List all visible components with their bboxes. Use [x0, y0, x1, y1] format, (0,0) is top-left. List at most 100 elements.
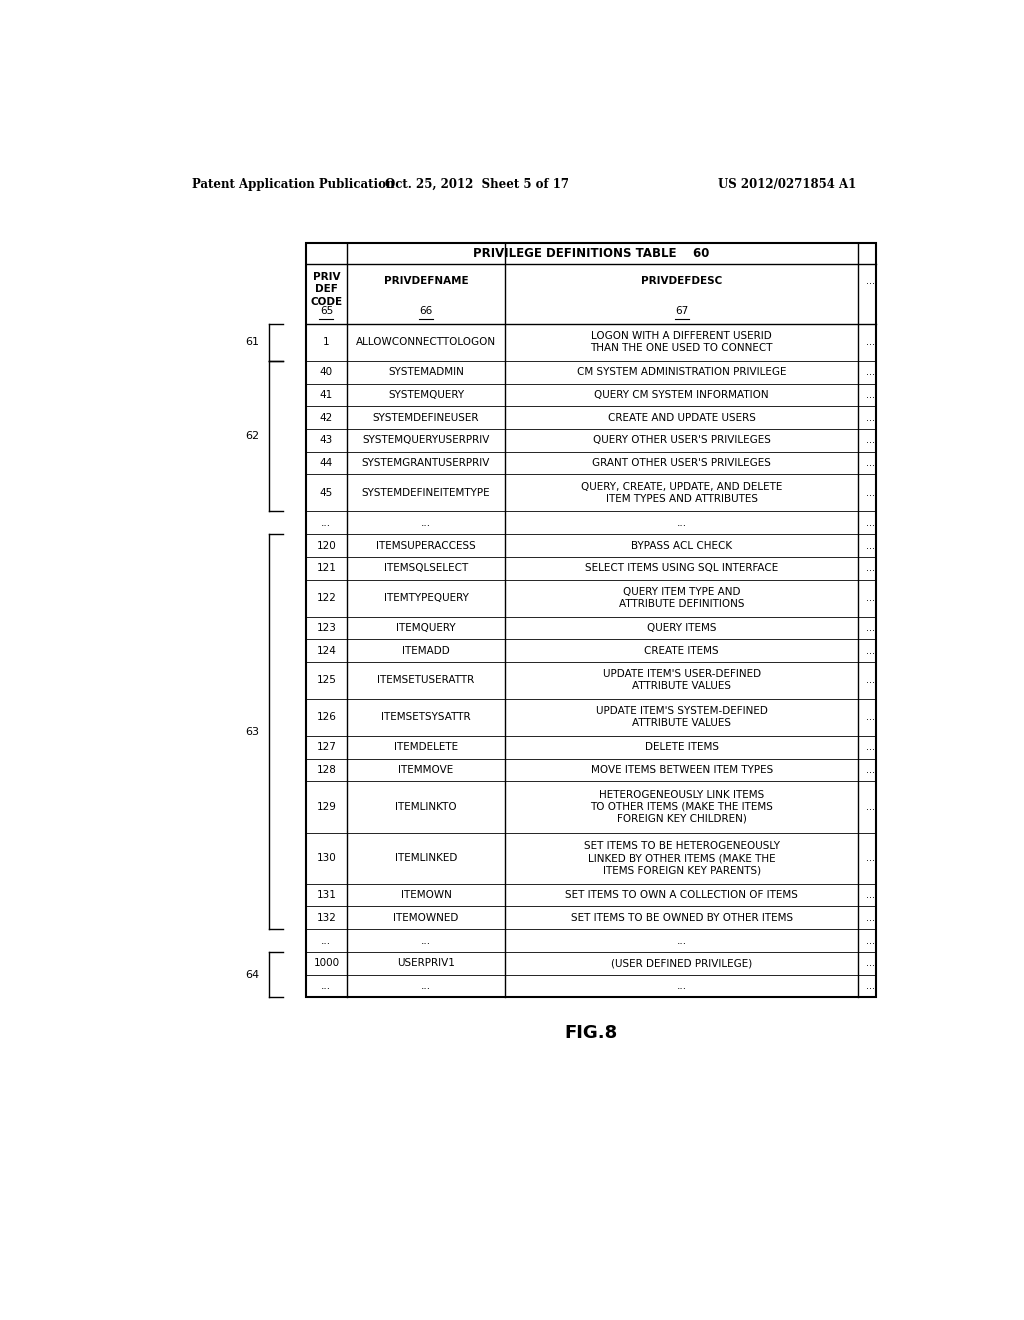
Text: ...: ... — [866, 540, 876, 550]
Text: ...: ... — [866, 803, 876, 812]
Text: 128: 128 — [316, 766, 336, 775]
Text: SET ITEMS TO BE HETEROGENEOUSLY
LINKED BY OTHER ITEMS (MAKE THE
ITEMS FOREIGN KE: SET ITEMS TO BE HETEROGENEOUSLY LINKED B… — [584, 841, 779, 875]
Text: ...: ... — [866, 488, 876, 498]
Text: 126: 126 — [316, 713, 336, 722]
Text: ...: ... — [866, 713, 876, 722]
Text: ...: ... — [866, 981, 876, 991]
Text: ITEMQUERY: ITEMQUERY — [396, 623, 456, 632]
Text: ...: ... — [866, 766, 876, 775]
Text: SYSTEMDEFINEUSER: SYSTEMDEFINEUSER — [373, 413, 479, 422]
Text: BYPASS ACL CHECK: BYPASS ACL CHECK — [631, 540, 732, 550]
Text: 62: 62 — [246, 432, 260, 441]
Text: 120: 120 — [316, 540, 336, 550]
Text: 67: 67 — [675, 306, 688, 315]
Text: ITEMOWN: ITEMOWN — [400, 890, 452, 900]
Text: 61: 61 — [246, 338, 260, 347]
Text: PRIVDEFDESC: PRIVDEFDESC — [641, 276, 722, 286]
Text: ITEMOWNED: ITEMOWNED — [393, 913, 459, 923]
Text: ITEMSUPERACCESS: ITEMSUPERACCESS — [376, 540, 476, 550]
Text: ...: ... — [866, 623, 876, 632]
Text: ...: ... — [866, 958, 876, 969]
Text: ...: ... — [322, 517, 332, 528]
Text: ...: ... — [322, 936, 332, 945]
Text: ...: ... — [866, 742, 876, 752]
Text: PRIVDEFNAME: PRIVDEFNAME — [384, 276, 468, 286]
Text: SELECT ITEMS USING SQL INTERFACE: SELECT ITEMS USING SQL INTERFACE — [585, 564, 778, 573]
Text: LOGON WITH A DIFFERENT USERID
THAN THE ONE USED TO CONNECT: LOGON WITH A DIFFERENT USERID THAN THE O… — [591, 331, 773, 354]
Text: QUERY, CREATE, UPDATE, AND DELETE
ITEM TYPES AND ATTRIBUTES: QUERY, CREATE, UPDATE, AND DELETE ITEM T… — [581, 482, 782, 504]
Text: 123: 123 — [316, 623, 336, 632]
Text: SYSTEMQUERY: SYSTEMQUERY — [388, 389, 464, 400]
Text: Oct. 25, 2012  Sheet 5 of 17: Oct. 25, 2012 Sheet 5 of 17 — [385, 178, 568, 190]
Text: 45: 45 — [319, 488, 333, 498]
Text: ITEMMOVE: ITEMMOVE — [398, 766, 454, 775]
Text: ...: ... — [866, 276, 876, 286]
Text: ...: ... — [866, 676, 876, 685]
Text: 1: 1 — [324, 338, 330, 347]
Text: ITEMTYPEQUERY: ITEMTYPEQUERY — [384, 593, 468, 603]
Text: 129: 129 — [316, 803, 336, 812]
Text: ...: ... — [866, 853, 876, 863]
Text: SYSTEMDEFINEITEMTYPE: SYSTEMDEFINEITEMTYPE — [361, 488, 490, 498]
Text: ...: ... — [866, 517, 876, 528]
Text: 42: 42 — [319, 413, 333, 422]
Text: 121: 121 — [316, 564, 336, 573]
Text: CM SYSTEM ADMINISTRATION PRIVILEGE: CM SYSTEM ADMINISTRATION PRIVILEGE — [577, 367, 786, 378]
Text: SET ITEMS TO BE OWNED BY OTHER ITEMS: SET ITEMS TO BE OWNED BY OTHER ITEMS — [570, 913, 793, 923]
Text: 131: 131 — [316, 890, 336, 900]
Text: CREATE ITEMS: CREATE ITEMS — [644, 645, 719, 656]
Text: ...: ... — [866, 913, 876, 923]
Text: DELETE ITEMS: DELETE ITEMS — [645, 742, 719, 752]
Text: 1000: 1000 — [313, 958, 340, 969]
Text: PRIV
DEF
CODE: PRIV DEF CODE — [310, 272, 342, 306]
Text: HETEROGENEOUSLY LINK ITEMS
TO OTHER ITEMS (MAKE THE ITEMS
FOREIGN KEY CHILDREN): HETEROGENEOUSLY LINK ITEMS TO OTHER ITEM… — [590, 789, 773, 824]
Text: ...: ... — [677, 981, 687, 991]
Text: UPDATE ITEM'S SYSTEM-DEFINED
ATTRIBUTE VALUES: UPDATE ITEM'S SYSTEM-DEFINED ATTRIBUTE V… — [596, 706, 768, 729]
Text: MOVE ITEMS BETWEEN ITEM TYPES: MOVE ITEMS BETWEEN ITEM TYPES — [591, 766, 773, 775]
Text: 124: 124 — [316, 645, 336, 656]
Text: ALLOWCONNECTTOLOGON: ALLOWCONNECTTOLOGON — [356, 338, 496, 347]
Text: ...: ... — [866, 458, 876, 469]
Text: ...: ... — [866, 413, 876, 422]
Text: ITEMSQLSELECT: ITEMSQLSELECT — [384, 564, 468, 573]
Text: ...: ... — [866, 436, 876, 445]
Text: 64: 64 — [246, 970, 260, 979]
Text: QUERY ITEMS: QUERY ITEMS — [647, 623, 717, 632]
Text: FIG.8: FIG.8 — [564, 1024, 617, 1043]
Text: 125: 125 — [316, 676, 336, 685]
Text: SYSTEMQUERYUSERPRIV: SYSTEMQUERYUSERPRIV — [362, 436, 489, 445]
Text: 66: 66 — [420, 306, 432, 315]
Text: ...: ... — [866, 890, 876, 900]
Text: ...: ... — [322, 981, 332, 991]
Text: 132: 132 — [316, 913, 336, 923]
Text: 130: 130 — [316, 853, 336, 863]
Text: 122: 122 — [316, 593, 336, 603]
Text: ...: ... — [866, 593, 876, 603]
Text: ...: ... — [421, 936, 431, 945]
Text: ITEMLINKTO: ITEMLINKTO — [395, 803, 457, 812]
Text: 65: 65 — [319, 306, 333, 315]
Text: 41: 41 — [319, 389, 333, 400]
Text: GRANT OTHER USER'S PRIVILEGES: GRANT OTHER USER'S PRIVILEGES — [592, 458, 771, 469]
Bar — [306, 243, 876, 998]
Text: ITEMDELETE: ITEMDELETE — [394, 742, 458, 752]
Text: 43: 43 — [319, 436, 333, 445]
Text: QUERY ITEM TYPE AND
ATTRIBUTE DEFINITIONS: QUERY ITEM TYPE AND ATTRIBUTE DEFINITION… — [618, 587, 744, 609]
Text: ITEMSETSYSATTR: ITEMSETSYSATTR — [381, 713, 471, 722]
Text: ...: ... — [421, 981, 431, 991]
Text: 127: 127 — [316, 742, 336, 752]
Text: SYSTEMADMIN: SYSTEMADMIN — [388, 367, 464, 378]
Text: US 2012/0271854 A1: US 2012/0271854 A1 — [718, 178, 856, 190]
Text: Patent Application Publication: Patent Application Publication — [191, 178, 394, 190]
Text: (USER DEFINED PRIVILEGE): (USER DEFINED PRIVILEGE) — [611, 958, 753, 969]
Text: UPDATE ITEM'S USER-DEFINED
ATTRIBUTE VALUES: UPDATE ITEM'S USER-DEFINED ATTRIBUTE VAL… — [603, 669, 761, 692]
Text: ...: ... — [677, 517, 687, 528]
Text: SET ITEMS TO OWN A COLLECTION OF ITEMS: SET ITEMS TO OWN A COLLECTION OF ITEMS — [565, 890, 798, 900]
Text: CREATE AND UPDATE USERS: CREATE AND UPDATE USERS — [608, 413, 756, 422]
Text: ...: ... — [866, 389, 876, 400]
Text: ITEMSETUSERATTR: ITEMSETUSERATTR — [378, 676, 474, 685]
Text: ITEMLINKED: ITEMLINKED — [395, 853, 457, 863]
Text: PRIVILEGE DEFINITIONS TABLE    60: PRIVILEGE DEFINITIONS TABLE 60 — [473, 247, 710, 260]
Text: ...: ... — [677, 936, 687, 945]
Text: ...: ... — [866, 645, 876, 656]
